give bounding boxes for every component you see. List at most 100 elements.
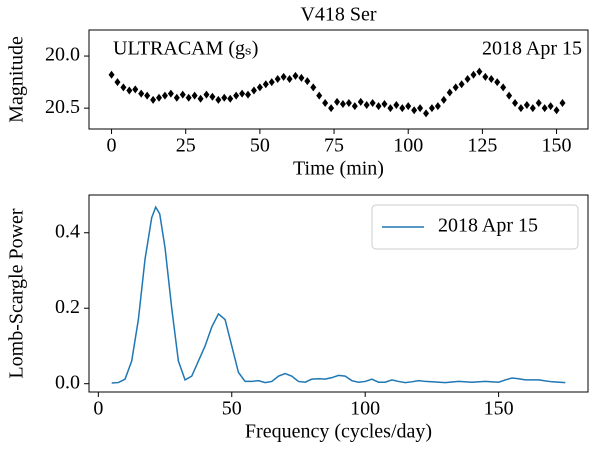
x-axis-label: Frequency (cycles/day) [245, 421, 432, 443]
data-point [339, 99, 346, 108]
data-point [387, 104, 394, 113]
data-point [191, 91, 198, 100]
data-point [500, 83, 507, 92]
data-point [221, 93, 228, 102]
data-point [363, 101, 370, 110]
data-point [512, 98, 519, 107]
data-point [245, 90, 252, 99]
data-point [108, 70, 115, 79]
data-point [488, 74, 495, 83]
x-tick-label: 75 [324, 135, 344, 157]
data-point [316, 91, 323, 100]
data-point [138, 89, 145, 98]
y-tick-label: 0.4 [55, 220, 80, 242]
data-point [304, 77, 311, 86]
data-point [464, 74, 471, 83]
y-tick-label: 0.2 [55, 296, 80, 318]
data-point [351, 102, 358, 111]
data-point [215, 95, 222, 104]
x-tick-label: 150 [542, 135, 572, 157]
data-point [345, 98, 352, 107]
data-point [381, 99, 388, 108]
data-point [523, 101, 530, 110]
data-point [547, 102, 554, 111]
data-point [411, 106, 418, 115]
data-point [262, 80, 269, 89]
x-tick-label: 150 [484, 398, 514, 420]
data-point [334, 97, 341, 106]
x-tick-label: 100 [350, 398, 380, 420]
x-axis-label: Time (min) [293, 158, 384, 180]
x-tick-label: 50 [222, 398, 242, 420]
data-point [322, 98, 329, 107]
data-point [298, 73, 305, 82]
data-point [132, 85, 139, 94]
y-tick-label: 20.5 [45, 96, 80, 118]
data-point [114, 78, 121, 87]
data-point [161, 91, 168, 100]
data-point [458, 80, 465, 89]
data-point [506, 91, 513, 100]
data-point [256, 83, 263, 92]
data-point [517, 104, 524, 113]
y-axis-label: Magnitude [6, 36, 28, 123]
data-point [239, 89, 246, 98]
data-point [286, 74, 293, 83]
data-point [494, 78, 501, 87]
legend-box [371, 204, 579, 250]
data-point [446, 88, 453, 97]
data-point [553, 106, 560, 115]
annotation: ULTRACAM (gₛ) [113, 38, 258, 60]
data-point [559, 98, 566, 107]
x-tick-label: 50 [250, 135, 270, 157]
legend-label: 2018 Apr 15 [438, 215, 538, 237]
data-point [156, 93, 163, 102]
data-point [233, 91, 240, 100]
data-point [423, 109, 430, 118]
data-point [470, 70, 477, 79]
annotation: 2018 Apr 15 [482, 38, 582, 60]
x-tick-label: 0 [93, 398, 103, 420]
data-point [167, 89, 174, 98]
data-point [179, 90, 186, 99]
data-point [144, 91, 151, 100]
data-point [150, 95, 157, 104]
y-tick-label: 0.0 [55, 371, 80, 393]
data-point [476, 67, 483, 76]
data-point [250, 86, 257, 95]
data-point [529, 104, 536, 113]
data-point [173, 93, 180, 102]
data-point [292, 71, 299, 80]
data-point [274, 74, 281, 83]
x-tick-label: 100 [393, 135, 423, 157]
data-point [357, 97, 364, 106]
data-point [541, 104, 548, 113]
line [111, 205, 566, 384]
data-point [120, 83, 127, 92]
data-point [126, 86, 133, 95]
y-axis-label: Lomb-Scargle Power [6, 208, 28, 378]
data-point [185, 93, 192, 102]
data-point [405, 102, 412, 111]
data-point [434, 102, 441, 111]
data-point [328, 104, 335, 113]
data-point [280, 72, 287, 81]
data-point [369, 98, 376, 107]
axes-frame [88, 194, 589, 393]
x-tick-label: 0 [107, 135, 117, 157]
data-point [227, 94, 234, 103]
data-point [417, 104, 424, 113]
data-point [268, 78, 275, 87]
data-point [197, 94, 204, 103]
axes-frame [88, 29, 589, 130]
data-point [399, 104, 406, 113]
data-point [535, 98, 542, 107]
data-point [452, 83, 459, 92]
chart-title: V418 Ser [300, 4, 376, 26]
y-tick-label: 20.0 [45, 44, 80, 66]
x-tick-label: 25 [176, 135, 196, 157]
data-point [310, 83, 317, 92]
data-point [209, 92, 216, 101]
data-point [428, 104, 435, 113]
